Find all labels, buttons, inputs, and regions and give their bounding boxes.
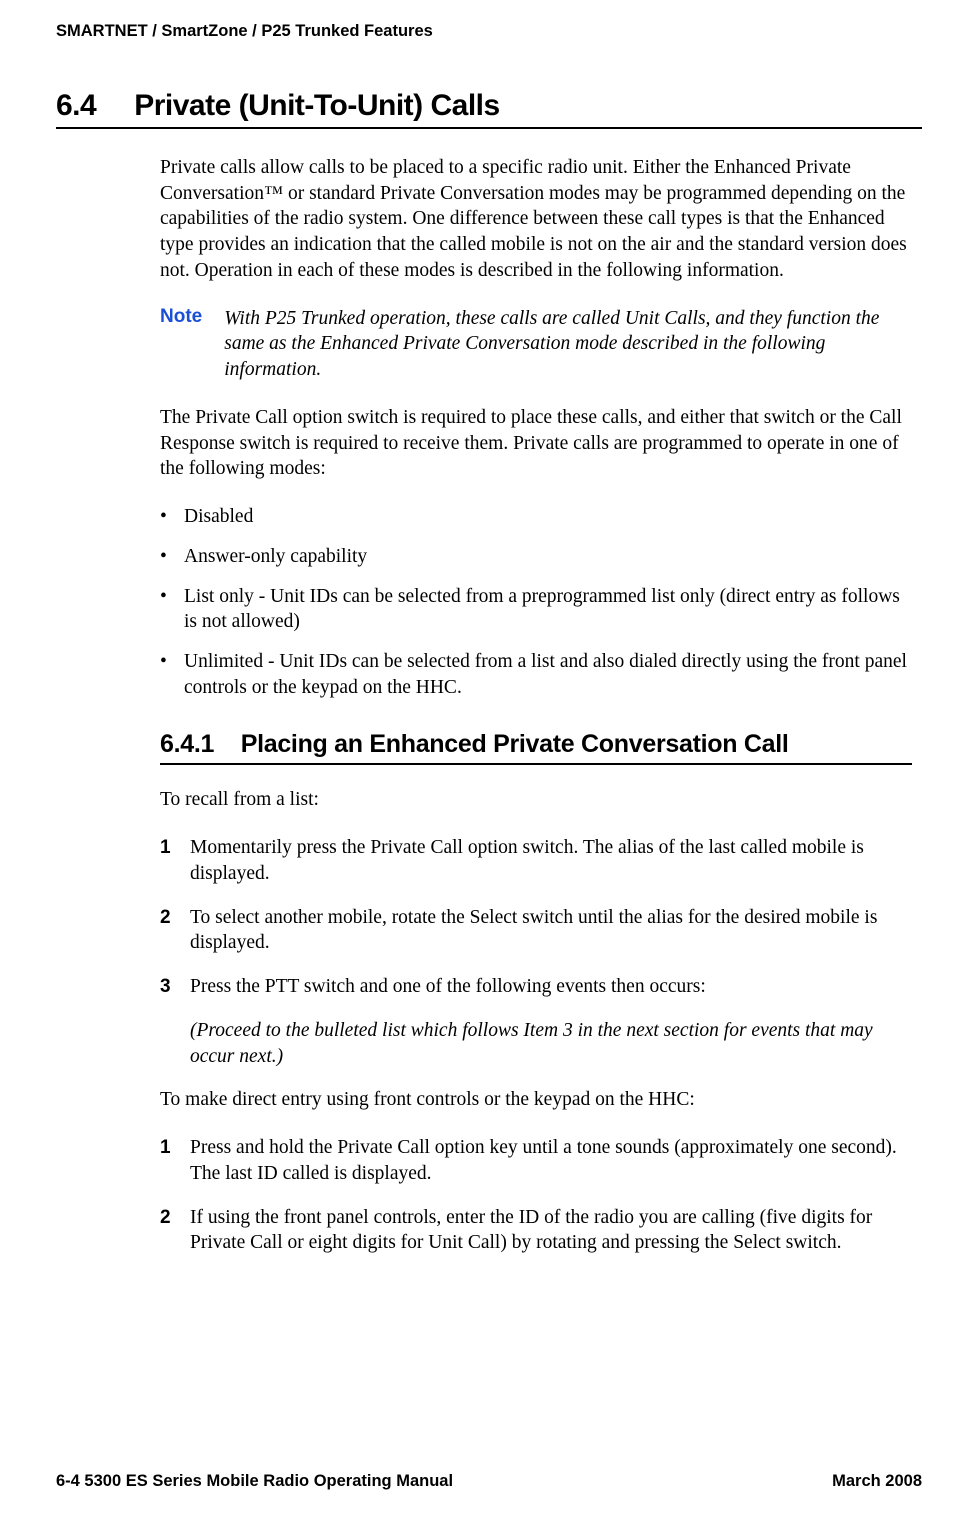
step-number: 3 [160,974,171,999]
section-number: 6.4 [56,89,96,123]
step-number: 1 [160,1135,171,1160]
section-rule [56,127,922,129]
list-item: 3 Press the PTT switch and one of the fol… [160,974,912,1000]
intro-paragraph: Private calls allow calls to be placed t… [160,155,912,284]
list-item: List only - Unit IDs can be selected fro… [160,584,912,635]
page: SMARTNET / SmartZone / P25 Trunked Featu… [0,0,978,1521]
list-item: Answer-only capability [160,544,912,570]
modes-lead-paragraph: The Private Call option switch is requir… [160,405,912,482]
list-item: 1 Press and hold the Private Call option … [160,1135,912,1186]
list-item-text: Unlimited - Unit IDs can be selected fro… [184,651,907,698]
list-item-text: Disabled [184,506,253,527]
step-text: Press the PTT switch and one of the foll… [190,976,706,997]
procedure-1-note: (Proceed to the bulleted list which foll… [160,1018,912,1069]
list-item: Unlimited - Unit IDs can be selected fro… [160,649,912,700]
procedure-list-2: 1 Press and hold the Private Call option … [160,1135,912,1256]
step-text: Momentarily press the Private Call optio… [190,837,864,884]
step-number: 2 [160,905,171,930]
subsection-heading: 6.4.1 Placing an Enhanced Private Conver… [160,730,912,759]
list-item: 1 Momentarily press the Private Call opti… [160,835,912,886]
step-text: To select another mobile, rotate the Sel… [190,907,877,954]
section-heading: 6.4 Private (Unit-To-Unit) Calls [56,89,922,123]
list-item: 2 If using the front panel controls, ente… [160,1205,912,1256]
subsection-title: Placing an Enhanced Private Conversation… [241,730,789,758]
modes-list: Disabled Answer-only capability List onl… [160,504,912,700]
procedure-lead-2: To make direct entry using front control… [160,1087,912,1113]
footer-right: March 2008 [832,1472,922,1491]
footer-left: 6-4 5300 ES Series Mobile Radio Operatin… [56,1472,453,1491]
body-column: Private calls allow calls to be placed t… [160,155,912,1256]
note-block: Note With P25 Trunked operation, these c… [160,306,912,383]
procedure-lead-1: To recall from a list: [160,787,912,813]
note-label: Note [160,306,202,383]
list-item: Disabled [160,504,912,530]
list-item-text: List only - Unit IDs can be selected fro… [184,586,900,633]
step-text: Press and hold the Private Call option k… [190,1137,897,1184]
procedure-list-1: 1 Momentarily press the Private Call opti… [160,835,912,1000]
running-head: SMARTNET / SmartZone / P25 Trunked Featu… [56,22,922,41]
list-item: 2 To select another mobile, rotate the Se… [160,905,912,956]
subsection-number: 6.4.1 [160,730,214,758]
section-title: Private (Unit-To-Unit) Calls [134,89,499,123]
subsection-rule [160,763,912,765]
step-number: 2 [160,1205,171,1230]
step-number: 1 [160,835,171,860]
list-item-text: Answer-only capability [184,546,367,567]
step-text: If using the front panel controls, enter… [190,1207,872,1254]
note-text: With P25 Trunked operation, these calls … [224,306,912,383]
footer: 6-4 5300 ES Series Mobile Radio Operatin… [56,1472,922,1491]
